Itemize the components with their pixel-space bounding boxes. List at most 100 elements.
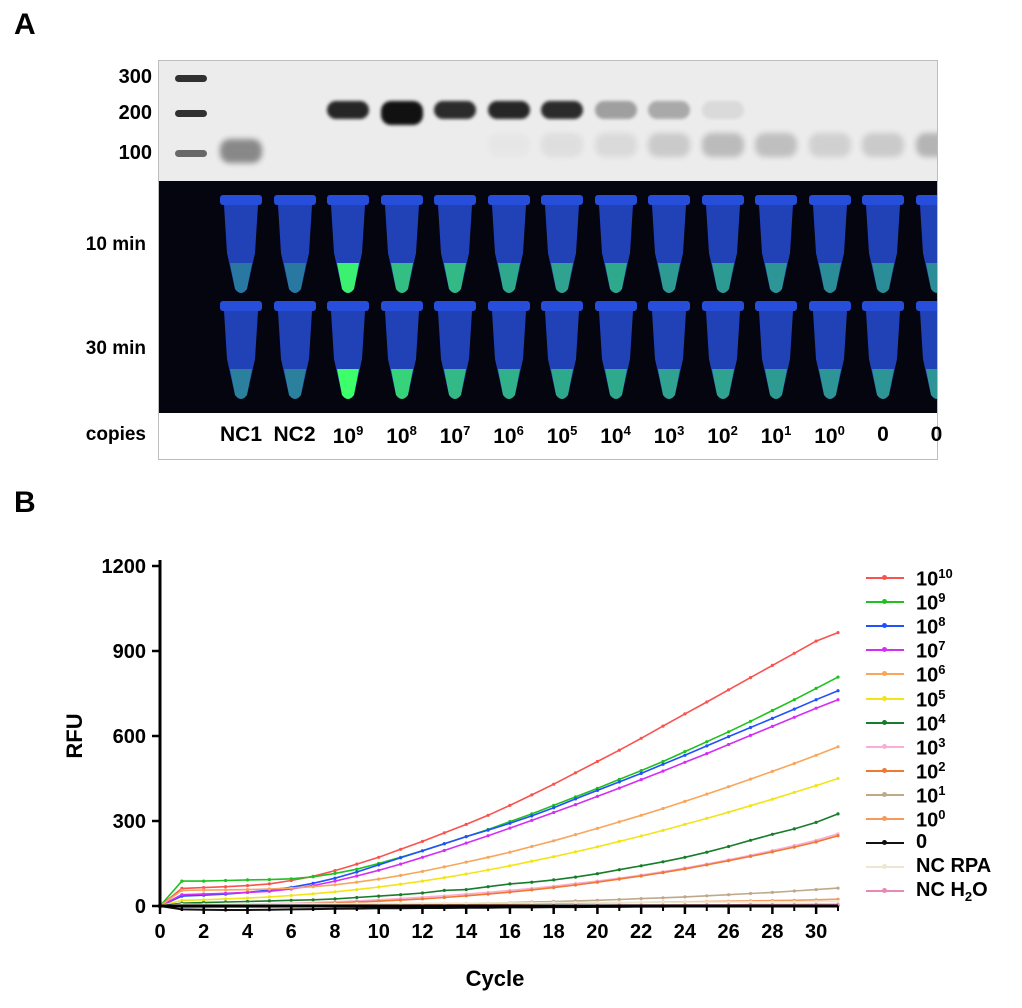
panel-b-label: B	[14, 486, 36, 519]
data-point	[639, 769, 643, 773]
data-point	[552, 855, 556, 859]
data-point	[683, 760, 687, 764]
data-point	[377, 899, 381, 903]
tube-30min	[755, 301, 797, 399]
data-point	[245, 896, 250, 900]
legend-label: 101	[916, 783, 945, 809]
legend-item: 103	[866, 735, 1016, 759]
tube-10min	[327, 195, 369, 293]
gel-band-100	[488, 133, 530, 157]
tube-30min	[541, 301, 583, 399]
data-point	[552, 886, 556, 890]
data-point	[486, 834, 490, 838]
lane-label-exponent: 8	[409, 423, 417, 438]
legend-label: 106	[916, 662, 945, 688]
legend-label-exponent: 2	[938, 758, 946, 774]
data-point	[267, 895, 271, 899]
tube-10min	[380, 195, 423, 293]
data-point	[661, 724, 665, 728]
y-tick-label: 300	[113, 811, 146, 833]
data-point	[442, 842, 446, 846]
lane-label-base: 10	[760, 425, 785, 448]
data-point	[595, 845, 600, 849]
lane-label: 107	[427, 423, 483, 449]
lane-label-exponent: 7	[463, 423, 471, 438]
data-point	[814, 639, 818, 643]
series-line	[159, 813, 839, 907]
data-point	[639, 834, 643, 838]
data-point	[464, 841, 468, 845]
data-point	[377, 863, 381, 867]
data-point	[224, 897, 228, 901]
data-point	[486, 828, 490, 832]
tube-30min	[434, 301, 476, 399]
data-point	[792, 790, 796, 794]
series-line	[159, 900, 838, 907]
data-point	[639, 900, 643, 904]
legend-label: 103	[916, 735, 945, 761]
ladder-label-200: 200	[118, 102, 152, 124]
tube-30min	[862, 301, 904, 399]
data-point	[661, 860, 665, 864]
gel-figure: NC1 NC2 109 108 107 106 105 104 103 102 101 100 0 0	[158, 60, 942, 460]
x-tick-label: 12	[411, 921, 433, 943]
lane-label: 102	[695, 423, 751, 449]
data-point	[573, 883, 578, 887]
y-tick-label: 1200	[102, 556, 147, 578]
legend-label-base: NC H	[916, 879, 965, 902]
data-point	[661, 806, 665, 811]
tube-10min	[701, 195, 744, 293]
data-point	[464, 835, 468, 839]
data-point	[224, 891, 228, 895]
data-point	[727, 844, 731, 849]
legend-label: 1010	[916, 566, 953, 592]
legend-label-exponent: 7	[938, 638, 946, 654]
gel-band-200	[380, 101, 423, 125]
legend-marker	[882, 671, 887, 677]
data-point	[399, 847, 403, 851]
ladder-label-300: 300	[118, 66, 152, 88]
row-label-30min: 30 min	[85, 338, 146, 359]
data-point	[552, 878, 556, 882]
legend-marker	[882, 623, 887, 629]
legend-item: 108	[866, 614, 1016, 639]
ladder-label-100: 100	[118, 142, 152, 164]
data-point	[180, 888, 184, 892]
data-point	[814, 899, 818, 904]
data-point	[661, 828, 665, 832]
lane-label-base: 10	[332, 425, 357, 448]
tube-30min	[915, 301, 937, 399]
data-point	[486, 885, 490, 889]
data-point	[836, 899, 840, 904]
lane-label: 106	[481, 423, 537, 449]
lane-label: 0	[909, 423, 965, 447]
data-point	[770, 797, 775, 801]
x-axis-label: Cycle	[466, 966, 525, 991]
data-point	[464, 894, 468, 898]
data-point	[573, 771, 578, 775]
data-point	[486, 892, 490, 896]
lane-label: 103	[641, 423, 697, 449]
legend-label: 107	[916, 638, 945, 664]
data-point	[573, 850, 578, 854]
data-point	[639, 813, 643, 817]
data-point	[836, 675, 840, 679]
data-point	[311, 892, 315, 896]
legend-label-subscript: 2	[964, 889, 973, 905]
data-point	[617, 748, 621, 752]
data-point	[748, 854, 753, 858]
tube-30min	[327, 301, 369, 399]
data-point	[267, 882, 271, 886]
legend-label-exponent: 1	[938, 782, 946, 798]
tube-30min	[701, 301, 744, 399]
lane-label: 101	[748, 423, 804, 449]
data-point	[486, 868, 490, 872]
data-point	[464, 860, 468, 864]
data-point	[748, 676, 753, 680]
legend-label-base: 10	[916, 640, 939, 663]
legend-label-exponent: 4	[938, 710, 946, 726]
data-point	[748, 777, 753, 781]
data-point	[420, 849, 425, 853]
gel-band-100	[915, 133, 937, 157]
data-point	[333, 890, 337, 894]
